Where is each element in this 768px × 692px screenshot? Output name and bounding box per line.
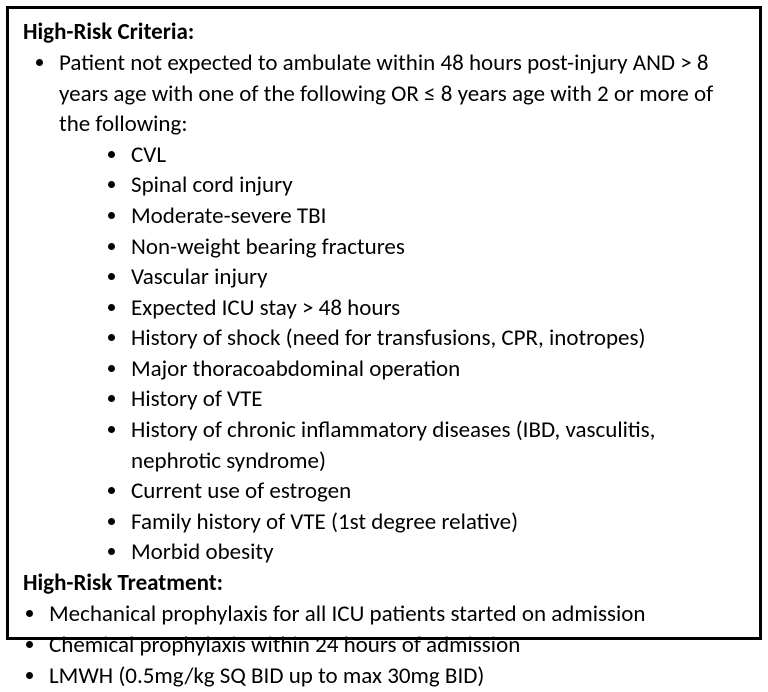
treatment-item: Mechanical prophylaxis for all ICU patie… <box>47 599 745 630</box>
criteria-item: History of shock (need for transfusions,… <box>129 323 745 354</box>
criteria-top-list: Patient not expected to ambulate within … <box>23 48 745 568</box>
criteria-heading: High-Risk Criteria: <box>23 17 745 48</box>
criteria-item: History of VTE <box>129 384 745 415</box>
treatment-item: Chemical prophylaxis within 24 hours of … <box>47 630 745 661</box>
treatment-heading: High-Risk Treatment: <box>23 568 745 599</box>
criteria-item: Current use of estrogen <box>129 476 745 507</box>
treatment-item: LMWH (0.5mg/kg SQ BID up to max 30mg BID… <box>47 661 745 692</box>
document-container: High-Risk Criteria: Patient not expected… <box>6 6 762 640</box>
criteria-item: Family history of VTE (1st degree relati… <box>129 507 745 538</box>
criteria-item: Expected ICU stay > 48 hours <box>129 293 745 324</box>
criteria-item: Vascular injury <box>129 262 745 293</box>
criteria-sub-list: CVL Spinal cord injury Moderate-severe T… <box>59 140 745 568</box>
criteria-item: Moderate-severe TBI <box>129 201 745 232</box>
criteria-item: Non-weight bearing fractures <box>129 232 745 263</box>
criteria-intro: Patient not expected to ambulate within … <box>57 48 745 568</box>
criteria-item: Major thoracoabdominal operation <box>129 354 745 385</box>
criteria-item: Spinal cord injury <box>129 170 745 201</box>
criteria-item: History of chronic inflammatory diseases… <box>129 415 745 476</box>
criteria-intro-text: Patient not expected to ambulate within … <box>59 49 713 138</box>
criteria-item: CVL <box>129 140 745 171</box>
criteria-item: Morbid obesity <box>129 537 745 568</box>
treatment-list: Mechanical prophylaxis for all ICU patie… <box>23 599 745 692</box>
